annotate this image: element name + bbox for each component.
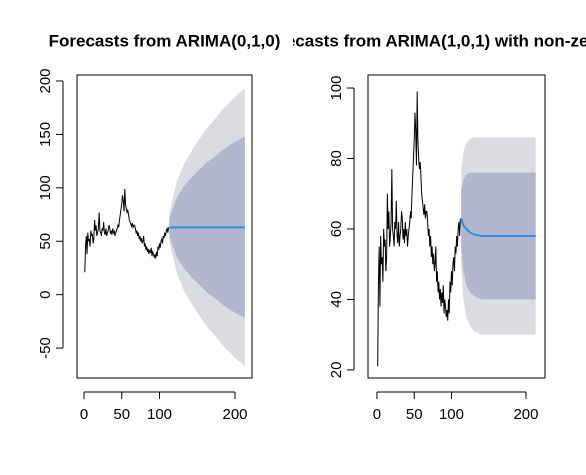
y-tick-label: 0	[37, 290, 54, 298]
y-tick-label: 100	[37, 175, 54, 200]
plot-box	[76, 74, 253, 379]
panel: Forecasts from ARIMA(0,1,0) 0 50 100 200 -50 0…	[37, 31, 281, 423]
series-line	[377, 91, 461, 367]
forecast-line	[460, 218, 536, 238]
panel: Forecasts from ARIMA(1,0,1) with non-zer…	[293, 31, 586, 423]
y-tick-label: -50	[37, 337, 54, 359]
y-tick-label: 80	[328, 150, 345, 167]
x-tick-label: 200	[222, 406, 247, 423]
y-tick-label: 200	[37, 68, 54, 93]
y-tick-label: 60	[328, 221, 345, 238]
y-tick-label: 20	[328, 362, 345, 379]
x-tick-label: 100	[439, 406, 464, 423]
y-tick-label: 50	[37, 233, 54, 250]
x-tick-label: 200	[513, 406, 538, 423]
chart-title: Forecasts from ARIMA(0,1,0)	[49, 31, 281, 50]
y-tick-label: 100	[328, 76, 345, 101]
y-tick-label: 40	[328, 291, 345, 308]
x-tick-label: 100	[147, 406, 172, 423]
series-line	[84, 188, 170, 273]
y-tick-label: 150	[37, 122, 54, 147]
x-tick-label: 50	[113, 406, 130, 423]
x-tick-label: 50	[406, 406, 423, 423]
chart-title: Forecasts from ARIMA(1,0,1) with non-zer…	[293, 31, 586, 50]
x-tick-label: 0	[373, 406, 381, 423]
plot-box	[367, 74, 546, 379]
x-tick-label: 0	[80, 406, 88, 423]
